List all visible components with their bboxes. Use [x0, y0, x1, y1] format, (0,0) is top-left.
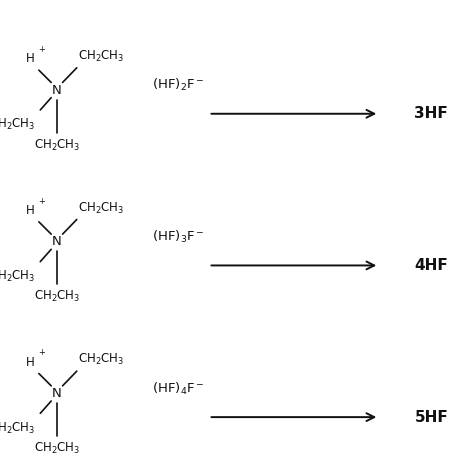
- Text: CH$_2$CH$_3$: CH$_2$CH$_3$: [78, 352, 125, 367]
- Text: (HF)$_4$F$^-$: (HF)$_4$F$^-$: [152, 381, 204, 397]
- Text: (HF)$_2$F$^-$: (HF)$_2$F$^-$: [152, 77, 204, 93]
- Text: CH$_2$CH$_3$: CH$_2$CH$_3$: [78, 49, 125, 64]
- Text: N: N: [52, 387, 62, 400]
- Text: +: +: [38, 197, 45, 206]
- Text: CH$_2$CH$_3$: CH$_2$CH$_3$: [34, 289, 80, 304]
- Text: 4HF: 4HF: [414, 258, 448, 273]
- Text: H: H: [26, 356, 34, 369]
- Text: CH$_2$CH$_3$: CH$_2$CH$_3$: [0, 117, 36, 132]
- Text: (HF)$_3$F$^-$: (HF)$_3$F$^-$: [152, 229, 204, 245]
- Text: +: +: [38, 45, 45, 54]
- Text: N: N: [52, 235, 62, 248]
- Text: 5HF: 5HF: [414, 410, 448, 425]
- Text: CH$_2$CH$_3$: CH$_2$CH$_3$: [78, 201, 125, 216]
- Text: N: N: [52, 83, 62, 97]
- Text: H: H: [26, 53, 34, 65]
- Text: CH$_2$CH$_3$: CH$_2$CH$_3$: [34, 441, 80, 456]
- Text: 3HF: 3HF: [414, 106, 448, 121]
- Text: CH$_2$CH$_3$: CH$_2$CH$_3$: [34, 137, 80, 153]
- Text: CH$_2$CH$_3$: CH$_2$CH$_3$: [0, 420, 36, 436]
- Text: CH$_2$CH$_3$: CH$_2$CH$_3$: [0, 269, 36, 284]
- Text: H: H: [26, 204, 34, 217]
- Text: +: +: [38, 348, 45, 357]
